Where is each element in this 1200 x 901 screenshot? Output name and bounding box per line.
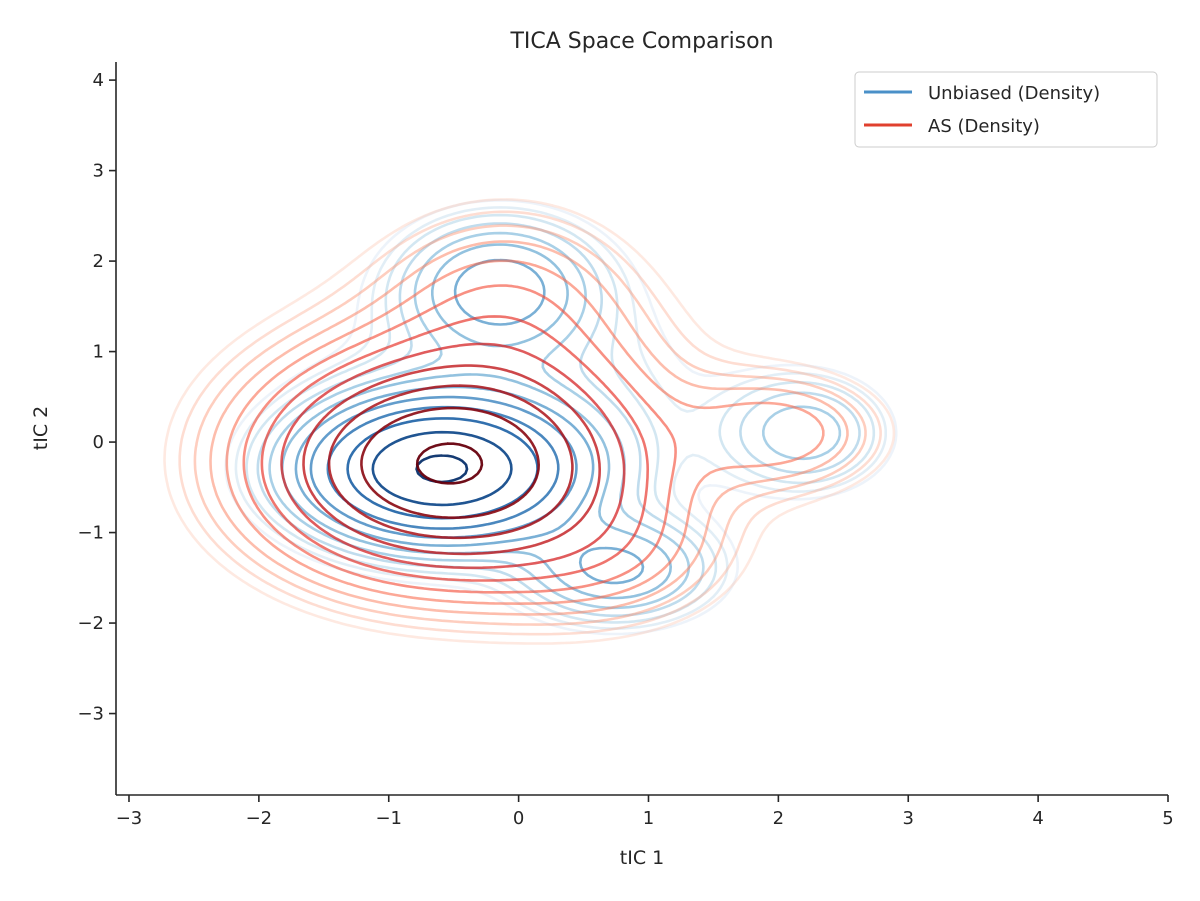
contour-line: [163, 198, 896, 645]
x-tick-label: 5: [1162, 808, 1173, 829]
contour-line: [294, 258, 645, 585]
x-tick-label: 3: [903, 808, 914, 829]
y-tick-label: 2: [93, 251, 104, 272]
contour-line: [209, 240, 849, 616]
contour-series-1: [163, 198, 896, 645]
contour-line: [415, 442, 484, 485]
y-tick-label: −3: [77, 704, 104, 725]
y-tick-label: 4: [93, 70, 104, 91]
y-tick-label: −2: [77, 613, 104, 634]
contour-line: [225, 259, 825, 605]
contour-line: [302, 364, 601, 556]
contour-line: [242, 284, 677, 594]
x-tick-label: 2: [773, 808, 784, 829]
contour-line: [178, 210, 882, 636]
contour-line: [360, 406, 540, 519]
legend-box: [854, 71, 1158, 148]
x-tick-label: 4: [1032, 808, 1043, 829]
x-tick-label: 1: [643, 808, 654, 829]
contour-line: [280, 342, 626, 570]
y-tick-label: 1: [93, 342, 104, 363]
y-ticks: −3 −2 −1 0 1 2 3 4: [77, 70, 116, 725]
legend: Unbiased (Density) AS (Density): [854, 71, 1158, 148]
contour-line: [245, 213, 876, 624]
legend-label-as: AS (Density): [928, 116, 1040, 137]
contour-line: [327, 384, 574, 540]
y-tick-label: −1: [77, 523, 104, 544]
chart-title: TICA Space Comparison: [509, 29, 773, 54]
contour-line: [260, 315, 649, 582]
axes: [115, 62, 1168, 796]
contour-line: [256, 222, 861, 617]
contour-line: [193, 224, 867, 626]
y-axis-label: tIC 2: [30, 406, 52, 450]
legend-label-unbiased: Unbiased (Density): [928, 83, 1100, 104]
contour-line: [415, 454, 469, 484]
x-tick-label: 0: [513, 808, 524, 829]
x-ticks: −3 −2 −1 0 1 2 3 4 5: [116, 795, 1174, 829]
y-tick-label: 0: [93, 432, 104, 453]
x-tick-label: −2: [246, 808, 273, 829]
contour-layer: [163, 198, 898, 645]
y-tick-label: 3: [93, 161, 104, 182]
contour-line: [371, 430, 513, 507]
x-tick-label: −3: [116, 808, 143, 829]
x-tick-label: −1: [375, 808, 402, 829]
x-axis-label: tIC 1: [620, 847, 664, 869]
